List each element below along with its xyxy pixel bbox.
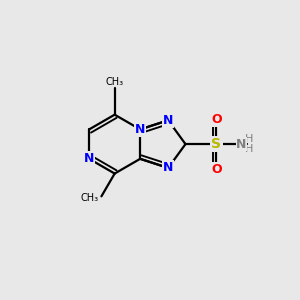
Text: O: O (211, 163, 222, 176)
Text: N: N (236, 138, 247, 151)
Text: N: N (163, 161, 173, 174)
Text: O: O (211, 112, 222, 126)
Text: CH₃: CH₃ (106, 77, 124, 87)
Text: H: H (244, 134, 253, 144)
Text: H: H (244, 144, 253, 154)
Text: N: N (163, 114, 173, 127)
Text: N: N (84, 152, 94, 165)
Text: CH₃: CH₃ (80, 193, 98, 203)
Text: N: N (135, 123, 146, 136)
Text: S: S (212, 137, 221, 151)
